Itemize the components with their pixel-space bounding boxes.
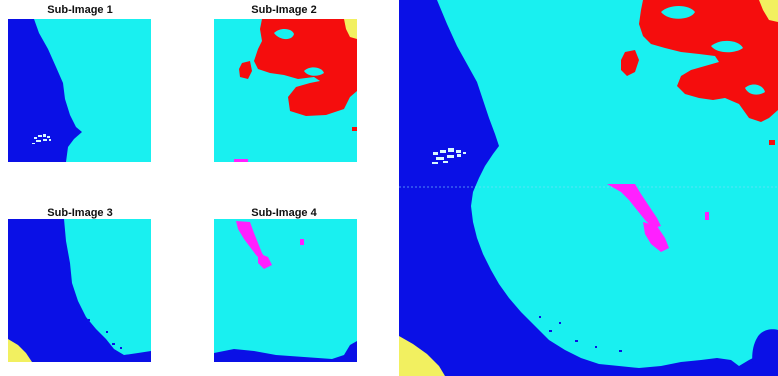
yellow-region: [759, 0, 778, 22]
red-region: [639, 0, 778, 122]
yellow-region: [344, 19, 357, 39]
red-region: [254, 19, 357, 116]
magenta-region: [607, 184, 661, 228]
magenta-region: [258, 253, 272, 269]
land-island: [274, 28, 294, 40]
magenta-region: [236, 221, 266, 261]
sub-image-4-title: Sub-Image 4: [251, 207, 317, 219]
water-inlet: [752, 329, 778, 376]
red-dot: [769, 140, 775, 145]
water-speckles: [539, 316, 622, 352]
sub-image-1-title: Sub-Image 1: [47, 4, 113, 16]
magenta-region: [643, 222, 669, 252]
sub-image-1-map: [8, 19, 151, 162]
land-island: [711, 40, 743, 53]
speckle-cluster: [32, 134, 51, 144]
yellow-region: [8, 339, 32, 362]
sub-image-2-title: Sub-Image 2: [251, 4, 317, 16]
red-blob: [621, 50, 639, 76]
sub-image-1: [8, 19, 151, 162]
sub-image-3-map: [8, 219, 151, 362]
yellow-region: [399, 336, 445, 376]
red-dot: [352, 127, 357, 131]
sub-image-3: [8, 219, 151, 362]
land-island: [304, 67, 324, 76]
sub-image-2-map: [214, 19, 357, 162]
land-region: [214, 219, 357, 362]
sub-image-4-map: [214, 219, 357, 362]
water-region: [399, 0, 778, 376]
water-region: [214, 341, 357, 362]
water-speckles: [88, 319, 122, 349]
sub-image-3-title: Sub-Image 3: [47, 207, 113, 219]
speckle-cluster: [432, 148, 466, 164]
water-region: [8, 219, 151, 362]
magenta-region: [234, 159, 248, 162]
red-blob: [239, 61, 252, 79]
magenta-dot: [705, 212, 709, 220]
magenta-dot: [300, 239, 304, 245]
sub-image-4: [214, 219, 357, 362]
land-island: [745, 84, 765, 95]
large-image-map: [399, 0, 778, 376]
large-image: [399, 0, 778, 376]
land-island: [661, 6, 695, 19]
water-region: [8, 19, 82, 162]
sub-image-2: [214, 19, 357, 162]
